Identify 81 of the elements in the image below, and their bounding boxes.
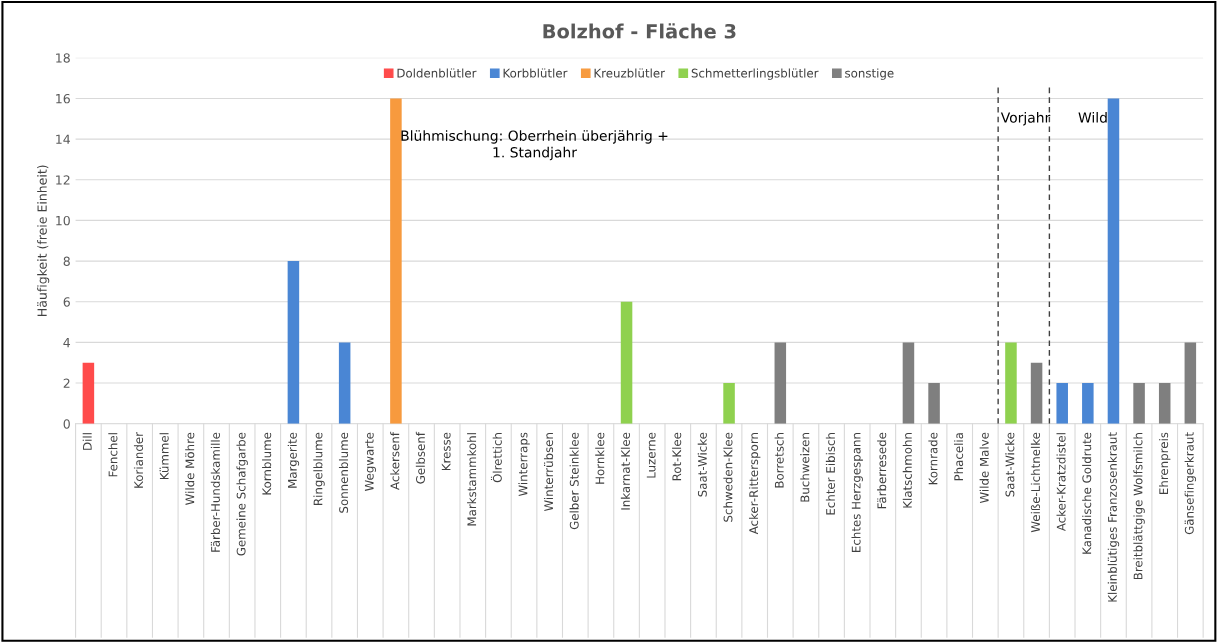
legend-label: Schmetterlingsblütler [691,68,819,80]
bar [1005,342,1017,424]
x-tick-label: Borretsch [774,433,784,488]
x-tick-label: Kresse [441,432,451,471]
annotation: Blühmischung: Oberrhein überjährig + 1. Standjahr [401,130,668,161]
bar [1184,342,1197,424]
x-tick-label: Koriander [133,432,144,488]
x-tick-label: Luzerne [646,432,656,478]
x-tick-label: Gelbsenf [415,431,425,484]
x-tick-label: Saat-Wicke [697,432,707,497]
x-tick-label: Dill [82,433,92,450]
y-tick-label: 0 [63,419,70,429]
x-tick-label: Sonnenblume [338,432,349,513]
y-tick-label: 4 [63,338,71,348]
y-tick-label: 16 [56,93,70,104]
x-tick-label: Breitblättgige Wolfsmilch [1133,433,1145,580]
x-tick-label: Gänsefingerkraut [1184,432,1197,535]
y-tick-label: 10 [56,215,70,226]
x-tick-label: Phacelia [953,433,964,481]
x-tick-label: Ackersenf [390,431,400,490]
x-tick-label: Inkarnat-Klee [620,432,630,510]
bar [1082,383,1094,424]
bar [287,261,300,424]
legend-label: Doldenblütler [397,68,477,78]
x-tick-label: Rot-Klee [672,432,682,481]
x-tick-label: Acker-Rittersporn [748,433,761,535]
x-tick-label: Kornrade [928,432,938,485]
bar [620,301,633,424]
bar [1030,362,1043,424]
y-axis-title: Häufigkeit (freie Einheit) [37,165,50,316]
x-tick-label: Echtes Herzgespann [851,433,863,552]
x-tick-label: Markstammkohl [467,433,477,526]
bar [723,383,735,424]
y-tick-label: 12 [56,175,70,185]
x-tick-label: Kornblume [262,432,272,495]
x-tick-label: Saat-Wicke [1005,432,1015,497]
annotation: Vorjahr [1000,112,1051,126]
bar [390,98,402,424]
bar [1056,383,1068,424]
legend-label: Kreuzblütler [594,68,665,78]
x-tick-label: Kanadische Goldrute [1082,432,1092,554]
annotation: Wild [1078,112,1107,123]
bar [1133,383,1145,424]
bar [338,342,351,424]
x-tick-label: Kümmel [159,433,169,480]
x-tick-label: Färberresede [877,432,887,509]
x-tick-label: Ölrettich [490,433,502,483]
x-tick-label: Wegwarte [364,432,376,492]
x-tick-label: Schweden-Klee [723,432,733,522]
x-tick-label: Weiße-Lichtnelke [1030,432,1040,533]
x-tick-label: Kleinblütiges Franzosenkraut [1107,432,1120,602]
x-tick-label: Margerite [287,432,300,488]
chart-title: Bolzhof - Fläche 3 [543,23,736,39]
x-tick-label: Gemeine Schafgarbe [236,432,248,556]
y-tick-label: 6 [63,297,70,307]
x-tick-label: Gelber Steinklee [569,432,579,530]
legend-label: Korbblütler [503,68,568,78]
y-tick-label: 8 [63,256,70,267]
x-tick-label: Winterrübsen [543,433,554,512]
bar [902,342,915,424]
x-tick-label: Ehrenpreis [1159,432,1171,494]
x-tick-label: Wilde Malve [979,432,989,504]
x-tick-label: Klatschmohn [902,433,912,508]
y-tick-label: 2 [63,378,70,388]
legend-label: sonstige [845,68,894,80]
x-tick-label: Wilde Möhre [185,432,195,505]
x-tick-label: Winterraps [518,432,530,497]
bar [928,383,940,424]
x-tick-label: Ringelblume [313,432,325,505]
x-tick-label: Färber-Hundskamille [210,432,220,552]
y-tick-label: 14 [56,134,71,144]
x-tick-label: Hornklee [595,432,605,484]
bar [82,362,95,424]
bar [774,342,787,424]
x-tick-label: Fenchel [108,433,118,477]
x-tick-label: Echter Eibisch [825,433,835,515]
x-tick-label: Acker-Kratzdistel [1056,433,1066,532]
y-tick-label: 18 [56,53,70,63]
bar [1107,98,1120,424]
bar [1158,383,1171,424]
x-tick-label: Buchweizen [800,433,810,502]
